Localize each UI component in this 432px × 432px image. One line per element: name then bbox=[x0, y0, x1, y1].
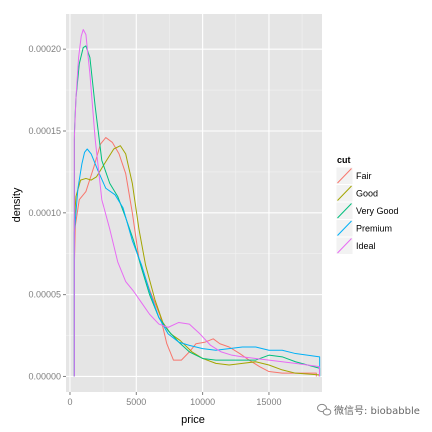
series-line-good bbox=[73, 145, 320, 377]
y-tick-label: 0.00000 bbox=[28, 371, 61, 381]
legend-label-ideal: Ideal bbox=[356, 241, 376, 251]
y-tick-label: 0.00010 bbox=[28, 208, 61, 218]
watermark-text: 微信号: biobabble bbox=[334, 404, 420, 417]
legend-title: cut bbox=[337, 155, 351, 165]
series-line-very-good bbox=[73, 45, 321, 377]
legend-label-good: Good bbox=[356, 188, 378, 198]
x-tick-label: 0 bbox=[67, 397, 72, 407]
legend-label-very-good: Very Good bbox=[356, 206, 399, 216]
legend-label-premium: Premium bbox=[356, 223, 392, 233]
x-axis-title: price bbox=[181, 414, 205, 426]
grid bbox=[66, 14, 322, 392]
legend-key-glyph bbox=[337, 168, 352, 184]
wechat-icon bbox=[317, 403, 332, 416]
legend-label-fair: Fair bbox=[356, 171, 372, 181]
x-tick-label: 5000 bbox=[126, 397, 146, 407]
legend: cut Fair Good Very Good Premium Ideal bbox=[335, 155, 399, 255]
watermark: 微信号: biobabble bbox=[317, 403, 420, 417]
x-tick-label: 10000 bbox=[190, 397, 215, 407]
y-axis-title: density bbox=[11, 187, 23, 222]
series-line-premium bbox=[73, 148, 321, 377]
legend-key-glyph bbox=[337, 220, 352, 236]
legend-key-glyph bbox=[337, 185, 352, 201]
y-tick-label: 0.00005 bbox=[28, 290, 61, 300]
x-tick-label: 15000 bbox=[256, 397, 281, 407]
y-tick-label: 0.00015 bbox=[28, 126, 61, 136]
y-tick-label: 0.00020 bbox=[28, 44, 61, 54]
axes: 0 5000 10000 15000 0.00000 0.00005 0.00010 0.00… bbox=[28, 44, 281, 407]
legend-key-glyph bbox=[337, 203, 352, 219]
legend-key-glyph bbox=[337, 238, 352, 254]
series-lines bbox=[73, 29, 321, 377]
series-line-ideal bbox=[73, 29, 320, 377]
